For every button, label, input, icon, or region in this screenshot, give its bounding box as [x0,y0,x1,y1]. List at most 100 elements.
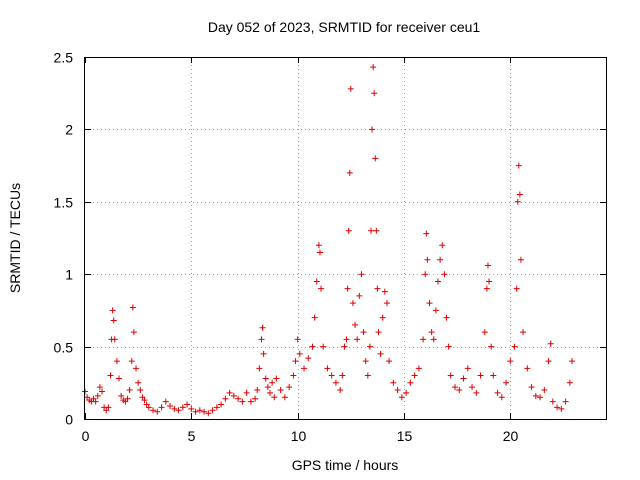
x-tick-label: 20 [503,428,519,444]
axis-ticks: 0 5 10 15 20 0 0.5 1 1.5 2 2.5 [54,50,606,444]
data-point [116,375,123,382]
data-point [558,405,565,412]
data-point [447,372,454,379]
data-point [110,317,117,324]
data-point [196,407,203,414]
data-point [301,365,308,372]
data-point [424,256,431,263]
data-point [372,155,379,162]
data-point [368,227,375,234]
data-point [209,407,216,414]
data-point [486,278,493,285]
data-point [568,358,575,365]
data-point [532,392,539,399]
data-point [105,404,112,411]
data-point [259,324,266,331]
data-point [460,375,467,382]
data-point [305,355,312,362]
x-tick-label: 5 [188,428,196,444]
data-point [566,379,573,386]
x-tick-label: 15 [397,428,413,444]
y-tick-label: 1 [65,267,73,283]
data-point [477,372,484,379]
data-point [464,365,471,372]
data-point [562,398,569,405]
plot-frame [84,57,607,420]
data-point [356,292,363,299]
data-point [513,285,520,292]
data-point [107,372,114,379]
data-point [423,230,430,237]
data-point [141,397,148,404]
data-point [428,329,435,336]
data-point [345,227,352,234]
data-point [362,358,369,365]
y-tick-label: 1.5 [54,195,74,211]
data-point [432,307,439,314]
data-point [469,384,476,391]
data-point [541,387,548,394]
data-point [420,336,427,343]
data-point [481,329,488,336]
data-point [130,329,137,336]
data-point [398,394,405,401]
data-point [507,358,514,365]
data-point [371,90,378,97]
data-point [256,365,263,372]
data-point [452,384,459,391]
data-point [324,365,331,372]
y-tick-label: 2 [65,122,73,138]
data-point [315,242,322,249]
data-point [94,392,101,399]
data-point [369,126,376,133]
data-point [524,365,531,372]
data-point [316,249,323,256]
data-points [82,64,575,417]
data-point [264,384,271,391]
data-point [407,379,414,386]
data-point [286,384,293,391]
data-point [430,336,437,343]
data-point [394,387,401,394]
data-point [537,394,544,401]
data-point [269,379,276,386]
data-point [346,169,353,176]
data-point [113,358,120,365]
data-point [386,358,393,365]
data-point [435,278,442,285]
data-point [381,288,388,295]
data-point [222,395,229,402]
data-point [483,285,490,292]
data-point [294,336,301,343]
data-point [332,379,339,386]
data-point [503,379,510,386]
data-point [158,404,165,411]
data-point [252,395,259,402]
data-point [254,387,261,394]
data-point [260,350,267,357]
data-point [484,262,491,269]
data-point [549,398,556,405]
data-point [126,387,133,394]
data-point [344,285,351,292]
data-point [226,389,233,396]
data-point [318,285,325,292]
data-point [339,372,346,379]
data-point [205,410,212,417]
data-point [171,405,178,412]
data-point [92,398,99,405]
x-tick-label: 10 [291,428,307,444]
data-point [184,401,191,408]
data-point [243,389,250,396]
data-point [545,358,552,365]
data-point [473,389,480,396]
data-point [554,404,561,411]
data-point [188,405,195,412]
data-point [439,242,446,249]
data-point [437,256,444,263]
data-point [373,227,380,234]
data-point [515,162,522,169]
data-point [415,365,422,372]
y-tick-label: 2.5 [54,50,74,66]
